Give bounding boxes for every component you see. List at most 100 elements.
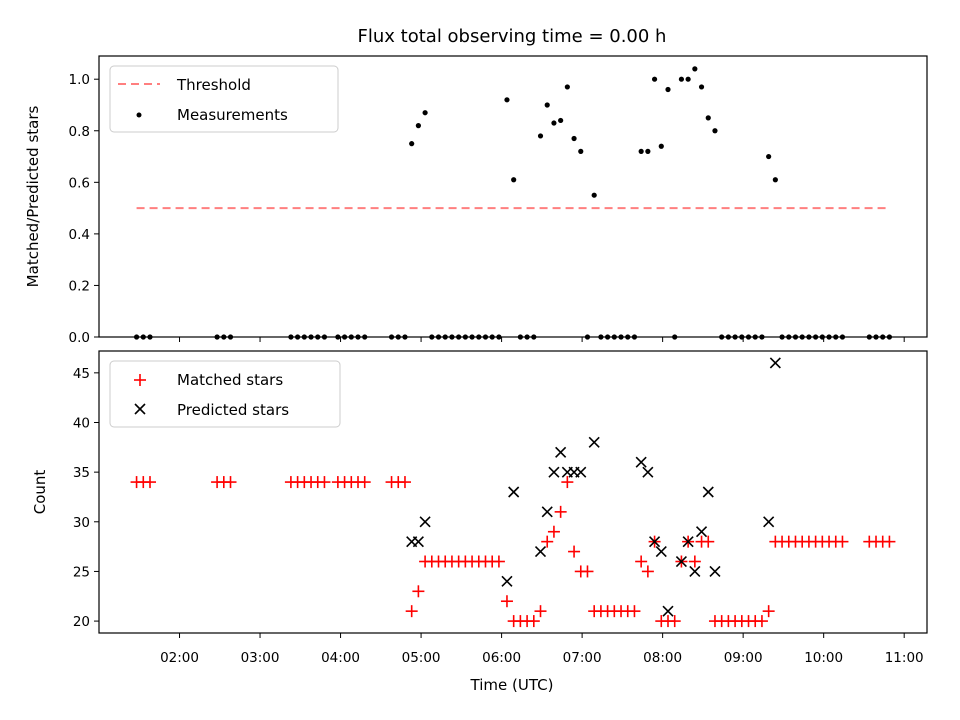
bottom-x-tick-label: 06:00 <box>482 650 521 666</box>
bottom-x-tick-label: 08:00 <box>643 650 682 666</box>
top-legend: Threshold Measurements <box>109 65 339 133</box>
legend-measurements-swatch <box>136 112 142 118</box>
predicted-star-stroke <box>588 436 600 448</box>
matched-star-point <box>527 615 540 628</box>
bottom-y-ticks: 20 25 30 35 40 45 <box>73 366 99 630</box>
matched-star-point <box>224 476 237 489</box>
bottom-y-tick-label: 20 <box>73 614 90 630</box>
measurement-point <box>409 141 415 147</box>
legend-threshold-label: Threshold <box>176 76 251 94</box>
ratio-panel: Flux total observing time = 0.00 h 0.00.… <box>24 26 928 346</box>
bottom-x-tick-label: 03:00 <box>241 650 280 666</box>
predicted-star-stroke <box>508 486 520 498</box>
predicted-star-stroke <box>649 536 661 548</box>
matched-star-point <box>318 476 331 489</box>
predicted-star-point <box>501 575 513 587</box>
matched-star-point <box>688 555 701 568</box>
predicted-star-point <box>662 605 674 617</box>
bottom-axes-frame <box>98 350 928 634</box>
measurement-point <box>504 97 510 103</box>
measurement-point <box>645 148 651 154</box>
bottom-y-tick-label: 40 <box>73 415 90 431</box>
measurement-point <box>692 66 698 72</box>
matched-star-point <box>883 535 896 548</box>
bottom-x-tick-label: 04:00 <box>321 650 360 666</box>
measurement-point <box>651 76 658 82</box>
measurement-point <box>665 86 671 93</box>
bottom-x-tick-label: 05:00 <box>402 650 441 666</box>
matched-star-point <box>561 476 574 489</box>
predicted-star-stroke <box>534 546 547 558</box>
predicted-star-stroke <box>763 516 775 528</box>
predicted-star-point <box>675 555 687 568</box>
matched-star-point <box>702 535 715 548</box>
measurement-point <box>511 177 517 183</box>
predicted-star-stroke <box>412 536 424 548</box>
measurement-point <box>712 128 718 134</box>
predicted-star-point <box>649 536 661 548</box>
predicted-star-point <box>412 536 424 548</box>
measurement-point <box>772 177 778 183</box>
top-y-tick-label: 1.0 <box>69 72 90 88</box>
measurement-point <box>678 76 685 82</box>
bottom-x-tick-label: 11:00 <box>885 650 924 666</box>
matched-star-point <box>405 605 418 618</box>
predicted-star-point <box>769 357 781 369</box>
matched-star-point <box>568 545 581 558</box>
top-axes-frame <box>98 55 928 338</box>
predicted-star-stroke <box>548 466 560 478</box>
predicted-star-stroke <box>642 466 654 478</box>
matched-star-point <box>755 615 768 628</box>
predicted-star-stroke <box>419 516 431 528</box>
predicted-star-stroke <box>655 546 667 558</box>
bottom-y-tick-label: 25 <box>73 564 90 580</box>
measurement-point <box>551 120 557 126</box>
matched-star-point <box>836 535 849 548</box>
predicted-star-stroke <box>635 456 647 468</box>
predicted-star-stroke <box>541 506 553 518</box>
measurement-point <box>422 110 428 116</box>
legend-matched-label: Matched stars <box>177 371 283 389</box>
measurement-point <box>564 84 570 90</box>
predicted-star-stroke <box>695 526 708 538</box>
bottom-y-tick-label: 30 <box>73 515 90 531</box>
predicted-star-point <box>642 466 654 478</box>
matched-star-point <box>358 476 371 489</box>
predicted-star-point <box>695 526 708 538</box>
measurement-point <box>591 192 597 198</box>
measurement-point <box>544 102 550 108</box>
predicted-star-stroke <box>501 575 513 587</box>
count-panel: 20 25 30 35 40 45 02:00 03:00 04:00 05:00 06:00 07… <box>31 350 928 694</box>
bottom-x-tick-label: 07:00 <box>563 650 602 666</box>
bottom-x-tick-label: 10:00 <box>804 650 843 666</box>
top-y-tick-label: 0.4 <box>69 227 90 243</box>
top-y-tick-label: 0.2 <box>69 278 90 294</box>
predicted-star-stroke <box>689 565 701 578</box>
measurement-point <box>558 117 564 124</box>
predicted-star-point <box>541 506 553 518</box>
matched-star-point <box>398 476 411 489</box>
top-x-ticks <box>179 337 905 342</box>
top-y-tick-label: 0.8 <box>69 124 90 140</box>
measurement-point <box>578 148 584 154</box>
measurement-point <box>415 123 421 129</box>
matched-star-point <box>641 565 654 578</box>
legend-measurements-label: Measurements <box>177 106 288 124</box>
predicted-star-point <box>689 565 701 578</box>
matched-star-point <box>635 555 648 568</box>
bottom-x-ticks: 02:00 03:00 04:00 05:00 06:00 07:00 08:00 09:00… <box>160 633 924 666</box>
predicted-star-point <box>419 516 431 528</box>
predicted-star-point <box>702 486 714 498</box>
measurement-point <box>537 133 544 139</box>
matched-star-point <box>412 585 425 598</box>
predicted-star-point <box>575 466 587 478</box>
predicted-star-point <box>534 546 547 558</box>
predicted-star-point <box>655 546 667 558</box>
measurement-point <box>698 84 705 90</box>
matched-star-point <box>492 555 505 568</box>
measurement-point <box>766 153 772 160</box>
predicted-star-stroke <box>575 466 587 478</box>
measurement-point <box>685 76 691 82</box>
top-y-axis-label: Matched/Predicted stars <box>24 106 42 288</box>
